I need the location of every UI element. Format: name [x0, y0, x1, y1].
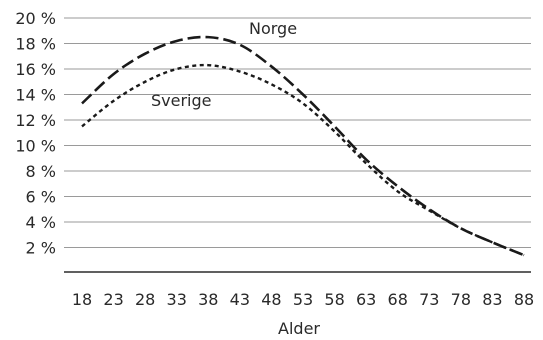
x-tick-label: 83 [482, 290, 502, 309]
x-axis-tick-labels: 18 23 28 33 38 43 48 53 58 63 68 73 78 83 88 [72, 290, 534, 309]
x-tick-label: 63 [356, 290, 376, 309]
x-tick-label: 73 [419, 290, 439, 309]
series-line-sverige [81, 63, 525, 257]
series-labels: Norge Sverige [151, 19, 297, 110]
y-tick-label: 12 % [15, 111, 56, 130]
y-tick-label: 8 % [26, 162, 56, 181]
x-tick-label: 68 [388, 290, 408, 309]
x-tick-label: 33 [167, 290, 187, 309]
x-tick-label: 78 [451, 290, 471, 309]
y-tick-label: 2 % [26, 239, 56, 258]
y-tick-label: 18 % [15, 35, 56, 54]
y-tick-label: 4 % [26, 213, 56, 232]
series-label-sverige: Sverige [151, 91, 212, 110]
gridlines [64, 17, 531, 248]
x-tick-label: 23 [103, 290, 123, 309]
y-axis-tick-labels: 2 % 4 % 6 % 8 % 10 % 12 % 14 % 16 % 18 % 20 % [15, 9, 56, 258]
y-tick-label: 10 % [15, 137, 56, 156]
y-tick-label: 6 % [26, 188, 56, 207]
y-tick-label: 20 % [15, 9, 56, 28]
series-lines [81, 35, 525, 257]
series-label-norge: Norge [249, 19, 297, 38]
y-tick-label: 16 % [15, 60, 56, 79]
x-tick-label: 58 [324, 290, 344, 309]
y-tick-label: 14 % [15, 86, 56, 105]
x-tick-label: 88 [514, 290, 534, 309]
x-tick-label: 28 [135, 290, 155, 309]
x-tick-label: 38 [198, 290, 218, 309]
x-tick-label: 48 [261, 290, 281, 309]
x-tick-label: 43 [230, 290, 250, 309]
x-axis-title: Alder [278, 319, 320, 338]
x-tick-label: 53 [293, 290, 313, 309]
x-tick-label: 18 [72, 290, 92, 309]
